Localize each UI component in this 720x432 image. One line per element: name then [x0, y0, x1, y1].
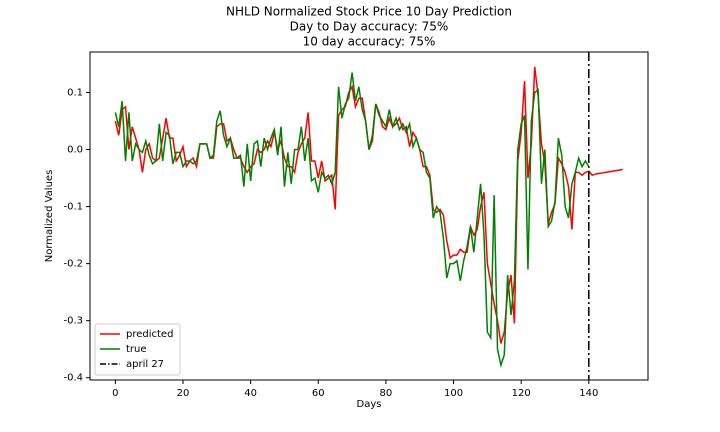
legend-label: april 27 [126, 359, 164, 370]
y-axis-label: Normalized Values [44, 170, 55, 263]
series-line [114, 72, 590, 369]
x-tick-label: 100 [444, 388, 463, 399]
legend-label: true [126, 344, 147, 355]
x-tick-label: 0 [112, 388, 118, 399]
x-axis-label: Days [357, 399, 382, 410]
x-tick-label: 20 [177, 388, 190, 399]
chart-subtitle: 10 day accuracy: 75% [303, 35, 436, 49]
legend-box [94, 323, 181, 376]
y-tick-label: -0.4 [63, 373, 83, 384]
y-tick-label: -0.2 [63, 259, 83, 270]
x-tick-label: 80 [380, 388, 393, 399]
x-tick-label: 120 [512, 388, 531, 399]
legend-label: predicted [126, 329, 173, 340]
chart-title: NHLD Normalized Stock Price 10 Day Predi… [226, 5, 512, 19]
y-tick-label: 0.1 [67, 88, 83, 99]
chart-subtitle: Day to Day accuracy: 75% [290, 20, 449, 34]
x-tick-label: 40 [244, 388, 257, 399]
x-tick-label: 140 [579, 388, 598, 399]
y-tick-label: 0.0 [67, 145, 83, 156]
axes-frame [89, 51, 649, 381]
y-tick-label: -0.3 [63, 316, 83, 327]
y-tick-label: -0.1 [63, 202, 83, 213]
x-tick-label: 60 [312, 388, 325, 399]
